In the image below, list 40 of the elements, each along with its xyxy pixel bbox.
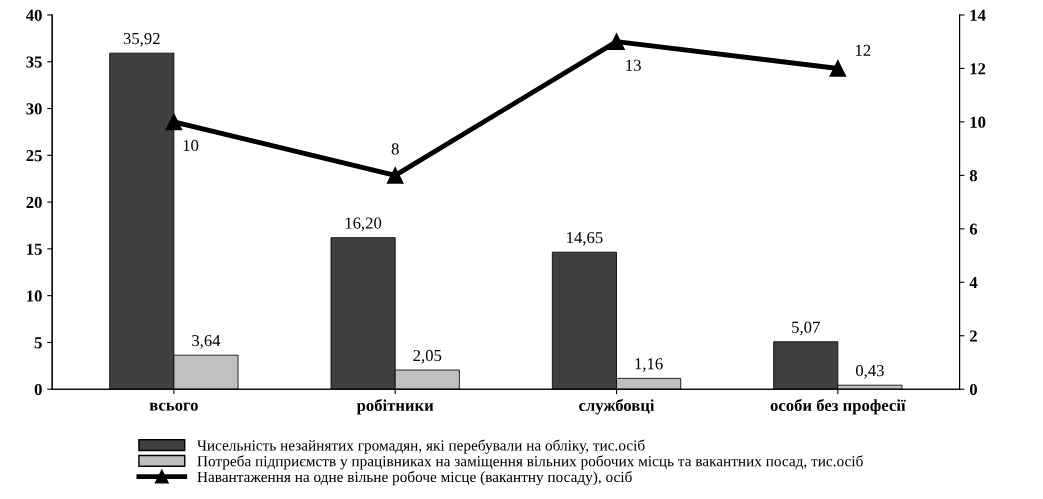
data-label: 12 — [855, 44, 871, 56]
data-label: 1,16 — [635, 358, 663, 372]
y-tick-label: 25 — [26, 150, 42, 162]
point — [165, 113, 183, 131]
y2-tick-label: 14 — [970, 9, 986, 21]
data-label: 0,43 — [855, 365, 884, 379]
y2-tick-label: 6 — [969, 223, 978, 235]
x-tick-label: особи без професії — [770, 398, 906, 415]
y-tick-label: 10 — [27, 290, 42, 302]
y2-tick-label: 4 — [969, 277, 978, 289]
data-label: 5,07 — [792, 321, 820, 336]
x-tick-label: робітники — [356, 398, 434, 415]
y2-tick-label: 2 — [969, 330, 977, 342]
x-tick-label: службовці — [579, 398, 655, 415]
y-tick-label: 30 — [26, 103, 42, 115]
legend-label: Потреба підприємств у працівниках на заміщення вільних робочих місць та вакантних посад, тис.осіб — [197, 455, 863, 470]
legend-label: Чисельність незайнятих громадян, які перебували на обліку, тис.осіб — [197, 439, 645, 454]
point — [386, 167, 404, 184]
y-tick-label: 5 — [34, 337, 42, 349]
legend-label: Навантаження на одне вільне робоче місце (вакантну посаду), осіб — [197, 471, 632, 486]
data-label: 3,64 — [192, 335, 221, 349]
data-label: 2,05 — [413, 349, 442, 364]
data-label: 10 — [183, 139, 199, 152]
y-tick-label: 35 — [26, 56, 42, 68]
y-tick-label: 15 — [27, 243, 42, 255]
data-label: 35,92 — [123, 33, 160, 47]
point — [829, 60, 847, 77]
y-tick-label: 40 — [25, 9, 42, 21]
y2-tick-label: 8 — [969, 170, 978, 182]
data-label: 14,65 — [567, 232, 603, 246]
point — [608, 33, 625, 51]
x-tick-label: всього — [149, 402, 198, 411]
data-label: 16,20 — [345, 217, 382, 232]
y-tick-label: 0 — [34, 383, 42, 396]
y2-tick-label: 12 — [970, 63, 986, 75]
y2-tick-label: 0 — [969, 383, 977, 396]
y-tick-label: 20 — [26, 196, 42, 209]
data-label: 13 — [626, 59, 641, 71]
data-label: 8 — [391, 143, 399, 155]
y2-tick-label: 10 — [970, 116, 986, 128]
